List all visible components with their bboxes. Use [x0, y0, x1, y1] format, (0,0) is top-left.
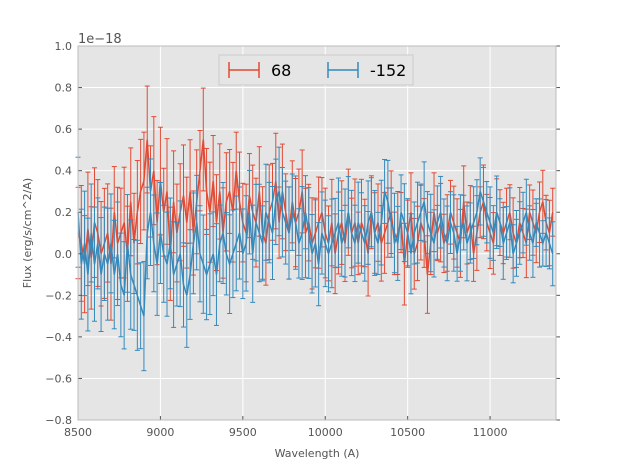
y-tick-label: 0.2	[55, 206, 73, 219]
series-1	[75, 146, 556, 372]
y-tick-label: −0.4	[45, 331, 72, 344]
x-tick-label: 9500	[229, 426, 257, 439]
y-tick-label: 0.8	[55, 82, 73, 95]
y-tick-label: 1.0	[55, 40, 73, 53]
y-tick-label: 0.4	[55, 165, 73, 178]
y-axis-label: Flux (erg/s/cm^2/A)	[21, 178, 34, 288]
x-tick-label: 8500	[64, 426, 92, 439]
x-tick-label: 10500	[390, 426, 425, 439]
x-tick-label: 9000	[146, 426, 174, 439]
plot-background	[78, 46, 556, 420]
y-tick-label: −0.8	[45, 414, 72, 427]
x-tick-label: 11000	[473, 426, 508, 439]
series-line-1	[77, 191, 554, 317]
legend: 68 -152	[218, 54, 414, 86]
y-tick-label: 0.0	[55, 248, 73, 261]
x-tick-label: 10000	[308, 426, 343, 439]
x-axis-label: Wavelength (A)	[275, 447, 360, 460]
y-offset-label: 1e−18	[78, 32, 122, 47]
plot-frame	[77, 45, 557, 421]
axis-ticks: 8500 9000 9500 10000 10500 11000 −0.8 −0.6 −0.4 −…	[45, 40, 560, 439]
series-layer	[75, 85, 556, 372]
legend-label: -152	[370, 61, 406, 80]
y-tick-label: −0.2	[45, 289, 72, 302]
y-tick-label: −0.6	[45, 372, 72, 385]
legend-label: 68	[271, 61, 291, 80]
y-tick-label: 0.6	[55, 123, 73, 136]
